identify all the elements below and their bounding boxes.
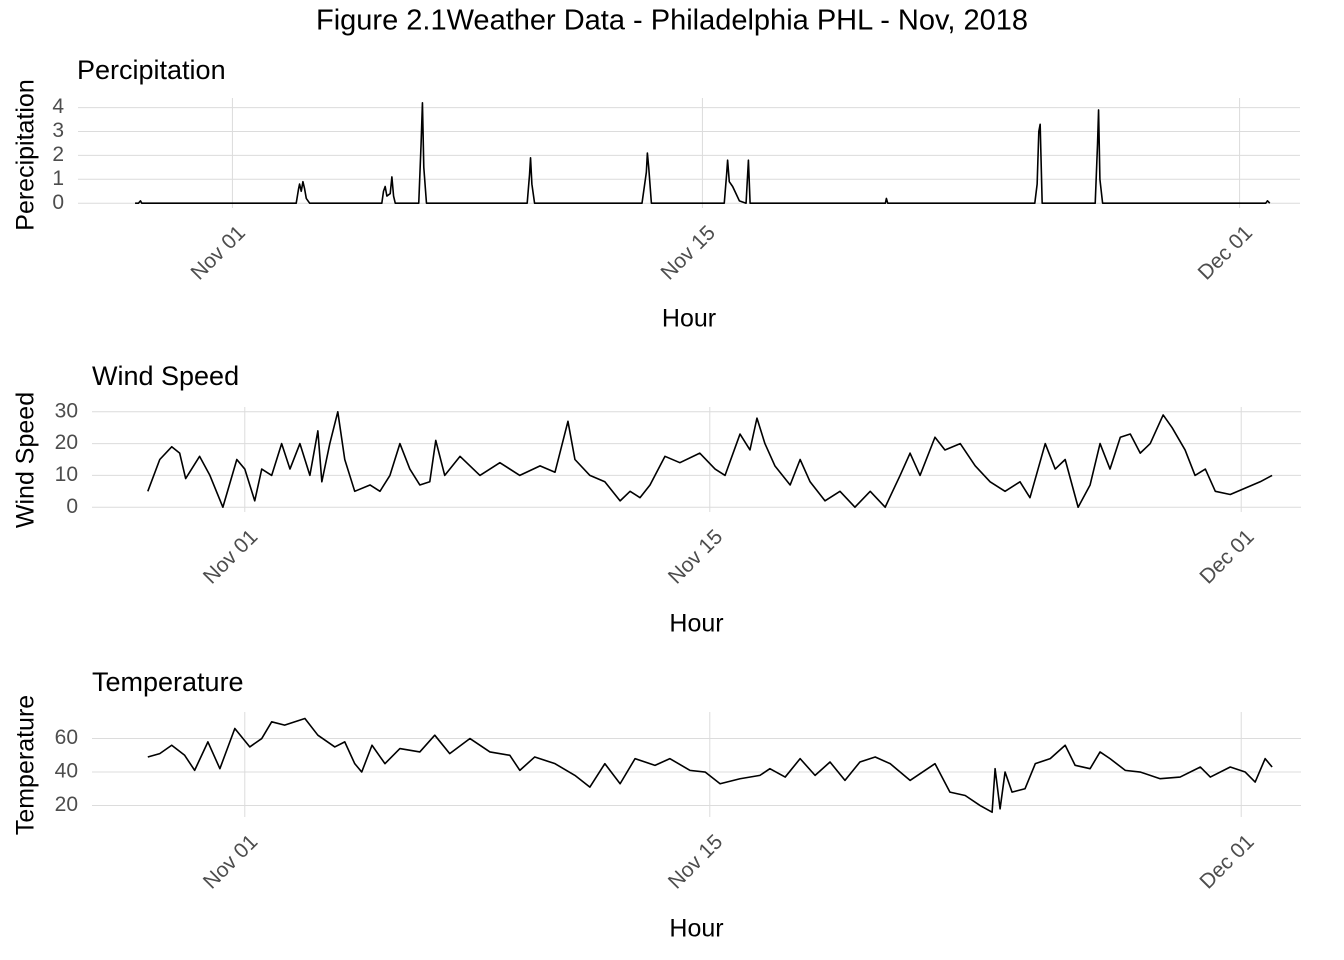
y-tick-label: 4 <box>52 95 64 118</box>
panel-title: Wind Speed <box>92 361 239 391</box>
x-tick-label: Nov 01 <box>199 830 262 893</box>
figure-title: Figure 2.1Weather Data - Philadelphia PH… <box>316 5 1028 37</box>
y-tick-label: 20 <box>55 793 78 816</box>
x-tick-label: Nov 15 <box>664 525 727 588</box>
data-line <box>135 101 1271 205</box>
y-axis-title: Wind Speed <box>12 392 40 528</box>
x-tick-label: Nov 01 <box>199 525 262 588</box>
data-line <box>147 410 1273 509</box>
y-tick-label: 1 <box>52 167 64 190</box>
x-axis-title: Hour <box>662 305 716 333</box>
y-axis-title: Perecipitation <box>12 79 40 230</box>
y-tick-label: 2 <box>52 143 64 166</box>
x-tick-label: Nov 15 <box>657 221 720 284</box>
y-tick-label: 30 <box>55 399 78 422</box>
data-line <box>147 717 1273 814</box>
x-tick-label: Dec 01 <box>1195 525 1258 588</box>
y-axis-title: Temperature <box>12 695 40 835</box>
y-tick-label: 60 <box>55 726 78 749</box>
x-tick-label: Nov 01 <box>187 221 250 284</box>
panel-title: Percipitation <box>77 55 226 85</box>
x-axis-title: Hour <box>669 915 723 943</box>
y-tick-label: 0 <box>52 191 64 214</box>
y-tick-label: 20 <box>55 431 78 454</box>
x-tick-label: Dec 01 <box>1195 830 1258 893</box>
x-axis-title: Hour <box>669 610 723 638</box>
y-tick-label: 40 <box>55 760 78 783</box>
x-tick-label: Dec 01 <box>1194 221 1257 284</box>
y-tick-label: 10 <box>55 463 78 486</box>
y-tick-label: 3 <box>52 119 64 142</box>
x-tick-label: Nov 15 <box>664 830 727 893</box>
y-tick-label: 0 <box>66 495 78 518</box>
panel-title: Temperature <box>92 667 244 697</box>
